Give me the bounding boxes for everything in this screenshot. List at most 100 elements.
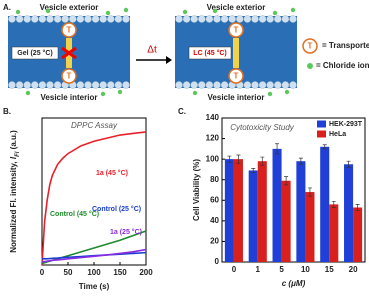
legend-text: = Chloride ion [316, 61, 369, 70]
lipid-head [46, 15, 54, 23]
lipid-head [182, 15, 191, 23]
state: Gel (25 °C) [17, 49, 52, 57]
transporter-icon [228, 22, 244, 38]
x-tick-label: 0 [232, 265, 237, 274]
lipid-head [213, 81, 221, 89]
lipid-head [23, 81, 31, 89]
y-tick-label: 100 [206, 154, 220, 163]
bar [305, 192, 315, 262]
bar [344, 164, 354, 262]
lipid-head [205, 15, 214, 23]
transporter-icon [61, 22, 77, 38]
lipid-head [251, 15, 259, 23]
chloride-ion [192, 90, 198, 96]
chloride-ion [105, 10, 111, 16]
lipid-head [15, 15, 24, 23]
legend-label: HeLa [329, 131, 346, 138]
x-tick-label: 50 [64, 268, 73, 277]
lipid-head [266, 81, 274, 89]
label: Vesicle interior [41, 93, 98, 102]
bar [248, 170, 258, 262]
lipid-head [53, 15, 62, 23]
x-tick-label: 10 [301, 265, 310, 274]
chloride-ion [267, 91, 273, 97]
bar [233, 159, 243, 262]
lipid-head [99, 15, 107, 23]
y-axis-label-part: Normalized Fl. intensity, [9, 159, 18, 253]
lipid-head [220, 15, 229, 23]
series-line [41, 131, 147, 266]
lipid-head [91, 15, 100, 23]
error-bar [355, 204, 360, 211]
y-tick-label: 60 [210, 195, 219, 204]
series-line [41, 248, 147, 263]
lipid-head [281, 81, 290, 89]
series-label: Control (45 °C) [50, 210, 99, 218]
chart-title: DPPC Assay [71, 121, 118, 130]
legend-swatch [317, 130, 326, 138]
error-bar [251, 168, 256, 173]
lipid-head [258, 15, 267, 23]
lipid-head [15, 81, 24, 89]
arrow-label: Δt [147, 45, 157, 56]
lipid-head [91, 81, 100, 89]
lipid-head [281, 15, 290, 23]
state-box [188, 46, 232, 60]
x-tick-label: 0 [40, 268, 45, 277]
chloride-ion [25, 90, 31, 96]
bar [329, 204, 339, 262]
lipid-head [182, 81, 191, 89]
lipid-head [251, 81, 259, 89]
legend-text: = Transporter [322, 41, 369, 50]
transporter-symbol: T [67, 72, 72, 81]
lipid-head [84, 81, 92, 89]
lipid-head [76, 81, 85, 89]
error-bar [236, 154, 241, 164]
y-axis-label-part: I [9, 156, 18, 159]
lipid-head [190, 81, 198, 89]
y-tick-label: 80 [210, 175, 219, 184]
bar [272, 148, 282, 262]
lipid-head [289, 15, 297, 23]
panel-label: C. [178, 107, 186, 116]
chloride-ion [123, 7, 129, 13]
y-tick-label: 140 [206, 113, 220, 122]
x-tick-label: 200 [139, 268, 153, 277]
chloride-ion [15, 9, 21, 15]
y-axis-label-part: (a.u.) [9, 130, 18, 152]
transporter-symbol: T [234, 72, 239, 81]
lipid-head [46, 81, 54, 89]
lipid-head [198, 81, 206, 89]
x-tick-label: 15 [325, 265, 334, 274]
lipid-head [31, 81, 39, 89]
lipid-head [84, 15, 92, 23]
chloride-ion [45, 8, 51, 14]
series-label: 1a (45 °C) [96, 169, 128, 177]
lipid-head [122, 15, 130, 23]
label: Vesicle exterior [40, 3, 99, 12]
lipid-head [274, 15, 282, 23]
bar [353, 207, 363, 262]
lipid-head [198, 15, 206, 23]
chloride-ion [272, 10, 278, 16]
state-box [11, 46, 59, 60]
error-bar [322, 144, 327, 150]
bar [224, 159, 234, 262]
y-axis-label-part: Fl [15, 151, 21, 157]
state: LC (45 °C) [193, 49, 227, 57]
transporter-icon [61, 68, 77, 84]
legend-swatch [317, 120, 326, 128]
error-bar [331, 200, 336, 208]
lipid-head [76, 15, 85, 23]
series-label: 1a (25 °C) [110, 228, 142, 236]
y-axis-label: Normalized Fl. intensity, IFl (a.u.) [9, 130, 20, 253]
transporter-symbol: T [234, 26, 239, 35]
lipid-head [38, 81, 47, 89]
chloride-ion [290, 7, 296, 13]
panel-label: A. [3, 3, 11, 12]
transporter-symbol: T [308, 42, 313, 51]
lipid-head [8, 15, 16, 23]
lipid-head [175, 81, 183, 89]
